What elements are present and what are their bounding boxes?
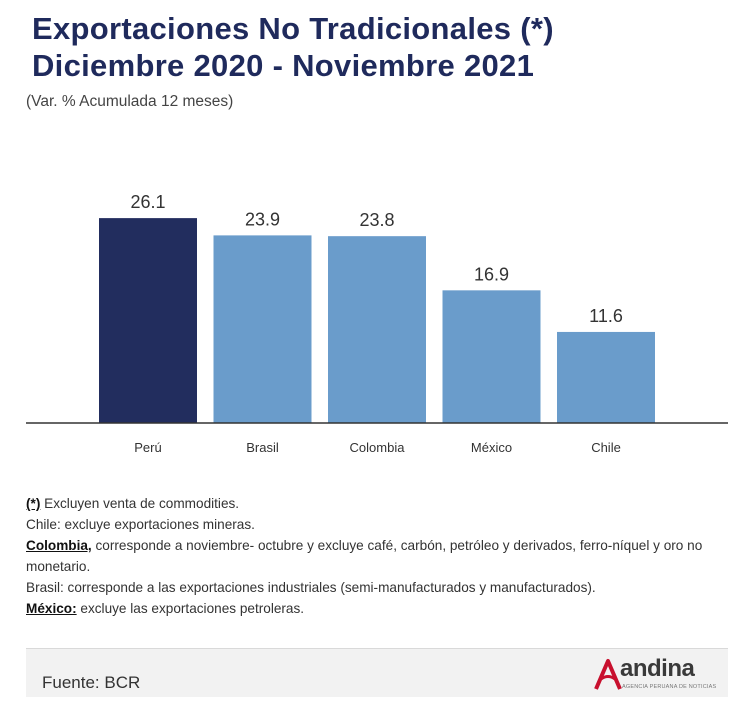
- footnotes: (*) Excluyen venta de commodities. Chile…: [26, 493, 726, 619]
- source-label: Fuente: BCR: [42, 673, 141, 692]
- note-text-asterisk: Excluyen venta de commodities.: [40, 496, 240, 511]
- note-mexico: México: excluye las exportaciones petrol…: [26, 598, 726, 619]
- bar-perú: [99, 218, 197, 423]
- bar-méxico: [442, 290, 541, 423]
- category-label-colombia: Colombia: [350, 440, 406, 455]
- title-line-2: Diciembre 2020 - Noviembre 2021: [32, 48, 535, 83]
- category-label-perú: Perú: [134, 440, 161, 455]
- chart-title: Exportaciones No Tradicionales (*) Dicie…: [32, 10, 732, 84]
- note-text-mexico: excluye las exportaciones petroleras.: [76, 601, 305, 616]
- note-key-asterisk: (*): [26, 496, 41, 511]
- note-chile: Chile: excluye exportaciones mineras.: [26, 517, 255, 532]
- note-text-colombia: corresponde a noviembre- octubre y exclu…: [26, 538, 703, 574]
- data-label-brasil: 23.9: [245, 209, 280, 229]
- bar-chile: [557, 331, 655, 423]
- category-label-brasil: Brasil: [246, 440, 279, 455]
- bar-colombia: [328, 236, 426, 423]
- footer: Fuente: BCR andina AGENCIA PERUANA DE NO…: [26, 648, 728, 697]
- note-key-mexico: México:: [26, 601, 77, 616]
- andina-logo-icon: [594, 659, 622, 690]
- logo-wordmark: andina: [620, 655, 695, 682]
- data-label-chile: 11.6: [589, 306, 623, 326]
- andina-logo: andina AGENCIA PERUANA DE NOTICIAS: [594, 653, 717, 695]
- note-commodities: (*) Excluyen venta de commodities.: [26, 493, 726, 514]
- data-label-colombia: 23.8: [359, 210, 394, 230]
- title-line-1: Exportaciones No Tradicionales (*): [32, 11, 554, 46]
- note-key-colombia: Colombia,: [26, 538, 92, 553]
- chart-subtitle: (Var. % Acumulada 12 meses): [26, 93, 234, 110]
- category-label-méxico: México: [471, 440, 512, 455]
- note-colombia: Colombia, corresponde a noviembre- octub…: [26, 535, 726, 577]
- category-label-chile: Chile: [591, 440, 621, 455]
- data-label-méxico: 16.9: [474, 264, 509, 284]
- data-label-perú: 26.1: [130, 192, 165, 212]
- logo-tagline: AGENCIA PERUANA DE NOTICIAS: [622, 684, 717, 690]
- note-brasil: Brasil: corresponde a las exportaciones …: [26, 580, 596, 595]
- bar-chart: 26.1 Perú 23.9 Brasil 23.8 Colombia 16.9 México…: [26, 192, 728, 455]
- bar-brasil: [213, 235, 312, 423]
